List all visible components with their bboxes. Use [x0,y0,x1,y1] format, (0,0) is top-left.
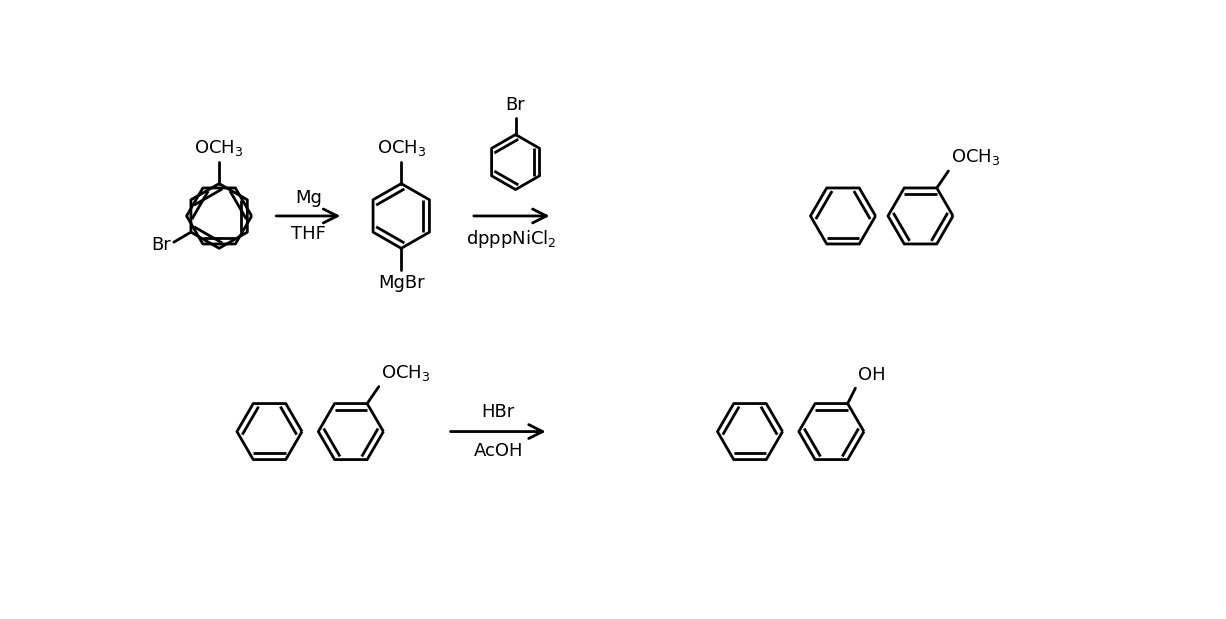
Text: Br: Br [505,96,526,114]
Text: HBr: HBr [482,403,515,421]
Text: dpppNiCl$_2$: dpppNiCl$_2$ [466,228,557,249]
Text: OCH$_3$: OCH$_3$ [950,147,1000,167]
Text: Mg: Mg [294,189,321,207]
Text: OCH$_3$: OCH$_3$ [195,138,244,158]
Text: OCH$_3$: OCH$_3$ [376,138,425,158]
Text: Br: Br [151,236,170,254]
Text: THF: THF [291,225,326,243]
Text: OCH$_3$: OCH$_3$ [381,363,430,383]
Text: MgBr: MgBr [378,274,424,292]
Text: AcOH: AcOH [473,443,522,461]
Text: OH: OH [858,366,885,384]
